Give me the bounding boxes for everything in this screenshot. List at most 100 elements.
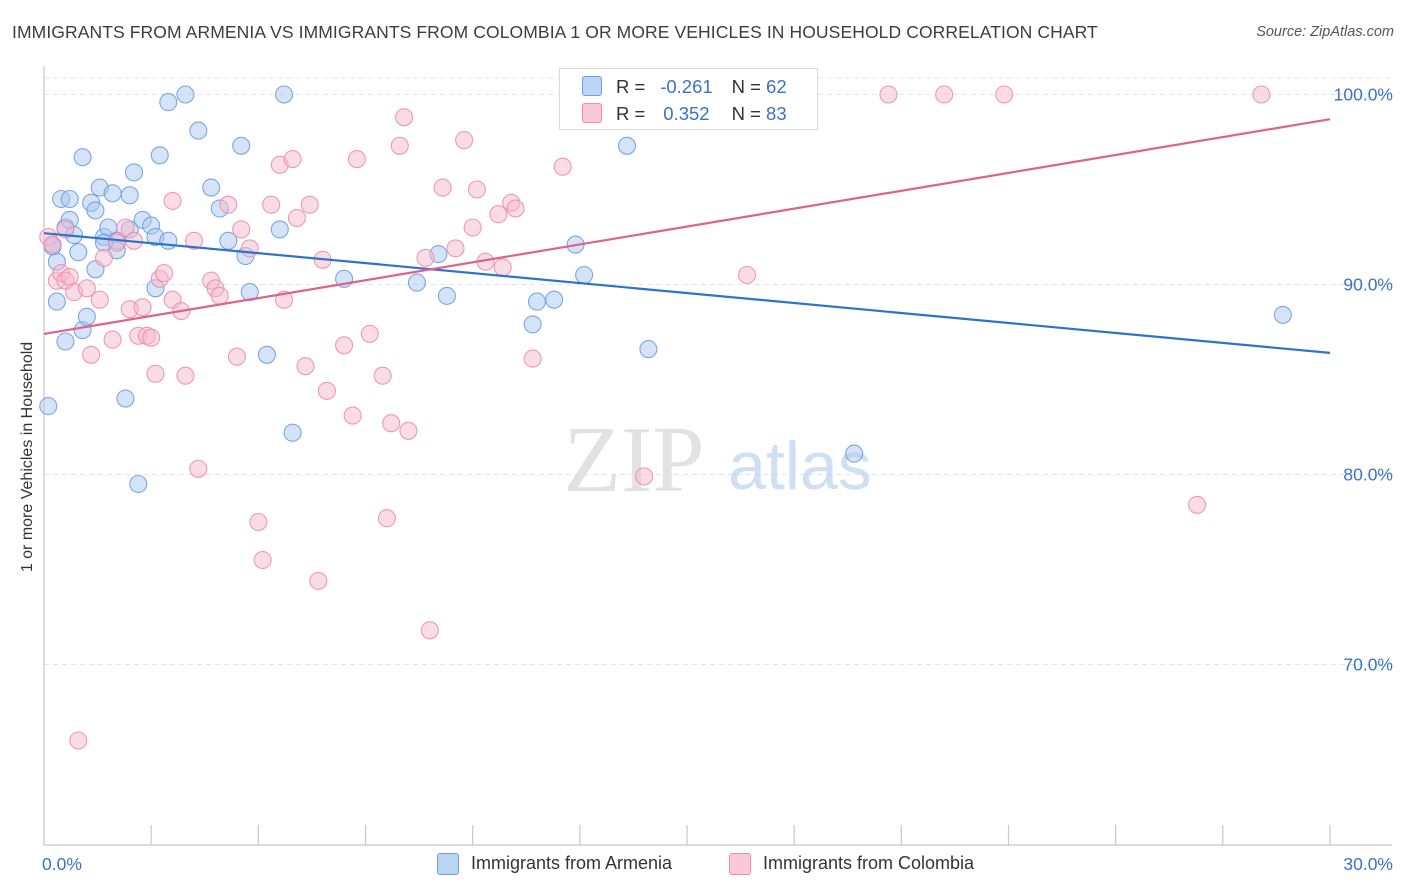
- colombia-point: [382, 414, 401, 433]
- colombia-point: [416, 248, 435, 267]
- trend-lines: [43, 118, 1331, 354]
- colombia-point: [133, 298, 152, 317]
- colombia-point: [283, 150, 302, 169]
- colombia-point: [635, 467, 654, 486]
- colombia-point: [879, 85, 898, 104]
- chart-title: IMMIGRANTS FROM ARMENIA VS IMMIGRANTS FR…: [12, 22, 1098, 42]
- armenia-point: [103, 184, 122, 203]
- legend-colombia-r-value: 0.352: [663, 103, 710, 124]
- armenia-point: [527, 292, 547, 311]
- armenia-point: [575, 265, 594, 285]
- colombia-point: [935, 85, 954, 104]
- armenia-point: [437, 286, 456, 305]
- x-tick-label: 30.0%: [1343, 854, 1393, 874]
- y-tick-label: 100.0%: [1334, 85, 1393, 105]
- armenia-point: [159, 231, 178, 250]
- colombia-point: [493, 258, 512, 277]
- colombia-point: [189, 459, 208, 478]
- armenia-point: [69, 243, 88, 262]
- colombia-point: [60, 267, 79, 286]
- colombia-point: [390, 136, 409, 155]
- colombia-point: [1188, 495, 1207, 514]
- legend-swatch-colombia: [582, 103, 602, 123]
- colombia-point: [1252, 85, 1271, 104]
- colombia-point: [433, 178, 452, 197]
- y-tick-label: 80.0%: [1343, 465, 1393, 485]
- armenia-point: [407, 273, 426, 292]
- y-tick-label: 90.0%: [1343, 275, 1393, 295]
- colombia-point: [94, 248, 114, 267]
- armenia-point: [232, 136, 251, 155]
- trend-line-colombia: [43, 118, 1331, 335]
- armenia-point: [202, 178, 221, 197]
- trend-line-armenia: [43, 232, 1331, 354]
- colombia-point: [420, 621, 439, 640]
- colombia-point: [335, 336, 354, 355]
- colombia-point: [296, 357, 315, 376]
- colombia-point: [107, 233, 126, 252]
- colombia-point: [995, 85, 1014, 104]
- watermark-zip: ZIP: [564, 408, 705, 512]
- armenia-point: [1273, 305, 1292, 324]
- armenia-point: [275, 85, 294, 104]
- colombia-point: [553, 157, 572, 176]
- armenia-point: [39, 397, 58, 416]
- colombia-point: [69, 731, 88, 750]
- legend-colombia-n-value: 83: [766, 103, 787, 124]
- colombia-point: [360, 324, 379, 343]
- colombia-point: [463, 218, 482, 237]
- armenia-point: [120, 186, 139, 205]
- bottom-legend-swatch-armenia: [437, 853, 459, 875]
- watermark: ZIP atlas: [564, 408, 872, 512]
- legend-armenia-r-value: -0.261: [660, 76, 713, 97]
- armenia-point: [124, 163, 144, 182]
- colombia-point: [227, 347, 246, 366]
- armenia-point: [270, 220, 289, 239]
- colombia-point: [232, 220, 251, 239]
- armenia-point: [545, 290, 564, 309]
- colombia-point: [43, 235, 62, 254]
- armenia-point: [56, 332, 75, 351]
- colombia-point: [489, 205, 508, 224]
- armenia-point: [86, 201, 105, 220]
- tick-labels: 70.0% 80.0% 90.0% 100.0% 0.0% 30.0%: [42, 85, 1393, 875]
- colombia-point: [154, 264, 174, 283]
- colombia-point: [523, 349, 542, 368]
- armenia-point: [116, 389, 135, 408]
- colombia-point: [103, 330, 122, 349]
- armenia-point: [47, 292, 66, 311]
- watermark-atlas: atlas: [728, 428, 872, 504]
- colombia-point: [446, 239, 465, 258]
- armenia-point: [845, 444, 864, 463]
- y-tick-label: 70.0%: [1343, 655, 1393, 675]
- colombia-point: [82, 345, 101, 364]
- correlation-legend: R = -0.261 N = 62 R = 0.352 N = 83: [559, 68, 818, 130]
- colombia-point: [309, 571, 328, 590]
- armenia-point: [73, 148, 92, 167]
- colombia-point: [467, 180, 487, 199]
- colombia-point: [343, 406, 362, 425]
- legend-swatch-armenia: [582, 76, 602, 96]
- armenia-point: [176, 85, 195, 104]
- colombia-point: [347, 150, 366, 169]
- armenia-point: [257, 345, 276, 364]
- colombia-point: [249, 512, 268, 532]
- colombia-point: [116, 218, 135, 237]
- bottom-legend-label-colombia: Immigrants from Colombia: [763, 853, 975, 873]
- axes: [43, 66, 1392, 846]
- armenia-point: [639, 340, 658, 359]
- colombia-point: [210, 286, 229, 305]
- colombia-point: [56, 220, 75, 239]
- colombia-point: [163, 191, 182, 210]
- colombia-point: [77, 279, 96, 298]
- armenia-point: [77, 307, 96, 326]
- bottom-legend-swatch-colombia: [729, 853, 751, 875]
- legend-armenia-r-label: R =: [616, 76, 646, 97]
- armenia-point: [617, 136, 637, 155]
- colombia-point: [395, 108, 414, 127]
- armenia-point: [523, 315, 542, 334]
- colombia-point: [90, 290, 109, 309]
- colombia-point: [399, 421, 418, 440]
- series-colombia-points: [39, 85, 1271, 750]
